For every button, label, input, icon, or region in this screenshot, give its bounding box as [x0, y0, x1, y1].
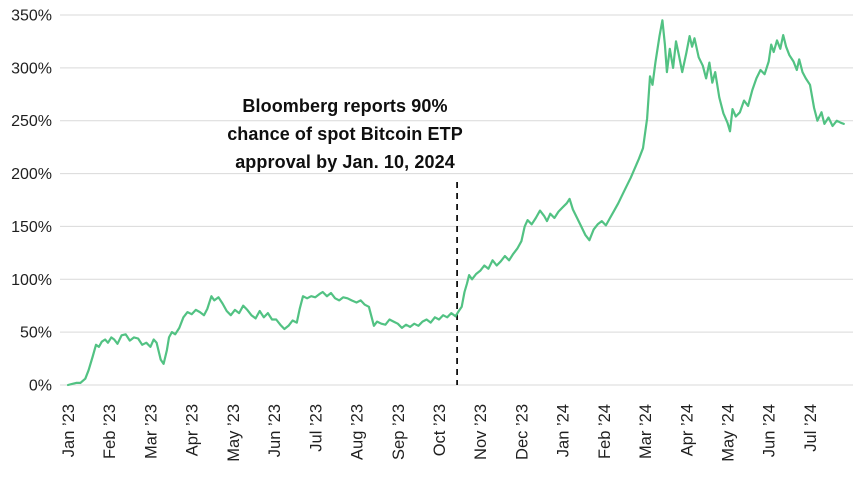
x-tick-label: Oct ’23: [431, 404, 449, 456]
x-tick-label: Sep ’23: [390, 404, 408, 460]
x-tick-label: Jul ’24: [802, 404, 820, 452]
x-tick-label: Feb ’24: [596, 404, 614, 459]
x-tick-label: Jan ’24: [555, 404, 573, 457]
y-tick-label: 50%: [20, 325, 52, 342]
x-axis-labels: Jan ’23 Feb ’23 Mar ’23 Apr ’23 May ’23 Jun ’…: [60, 404, 820, 462]
x-tick-label: Mar ’24: [637, 404, 655, 459]
y-tick-label: 150%: [11, 219, 52, 236]
x-tick-label: Apr ’24: [678, 404, 696, 456]
x-tick-label: Mar ’23: [142, 404, 160, 459]
x-tick-label: Jul ’23: [307, 404, 325, 452]
x-tick-label: Aug ’23: [349, 404, 367, 460]
y-tick-label: 300%: [11, 60, 52, 77]
x-tick-label: May ’24: [720, 404, 738, 462]
y-tick-label: 100%: [11, 272, 52, 289]
x-tick-label: Jun ’24: [761, 404, 779, 457]
x-tick-label: Dec ’23: [513, 404, 531, 460]
x-tick-label: Nov ’23: [472, 404, 490, 460]
x-tick-label: Jan ’23: [60, 404, 78, 457]
chart-annotation: Bloomberg reports 90% chance of spot Bit…: [175, 92, 515, 176]
y-tick-label: 200%: [11, 166, 52, 183]
x-tick-label: Jun ’23: [266, 404, 284, 457]
performance-line: [66, 19, 845, 387]
y-tick-label: 350%: [11, 8, 52, 25]
x-tick-label: Feb ’23: [101, 404, 119, 459]
y-axis-labels: 0% 50% 100% 150% 200% 250% 300% 350%: [11, 8, 52, 395]
x-tick-label: May ’23: [225, 404, 243, 462]
gridlines: [60, 14, 853, 386]
annotation-line-1: Bloomberg reports 90%: [242, 96, 448, 116]
annotation-line-2: chance of spot Bitcoin ETP: [227, 124, 463, 144]
annotation-line-3: approval by Jan. 10, 2024: [235, 152, 455, 172]
y-tick-label: 0%: [29, 378, 52, 395]
y-tick-label: 250%: [11, 113, 52, 130]
x-tick-label: Apr ’23: [184, 404, 202, 456]
